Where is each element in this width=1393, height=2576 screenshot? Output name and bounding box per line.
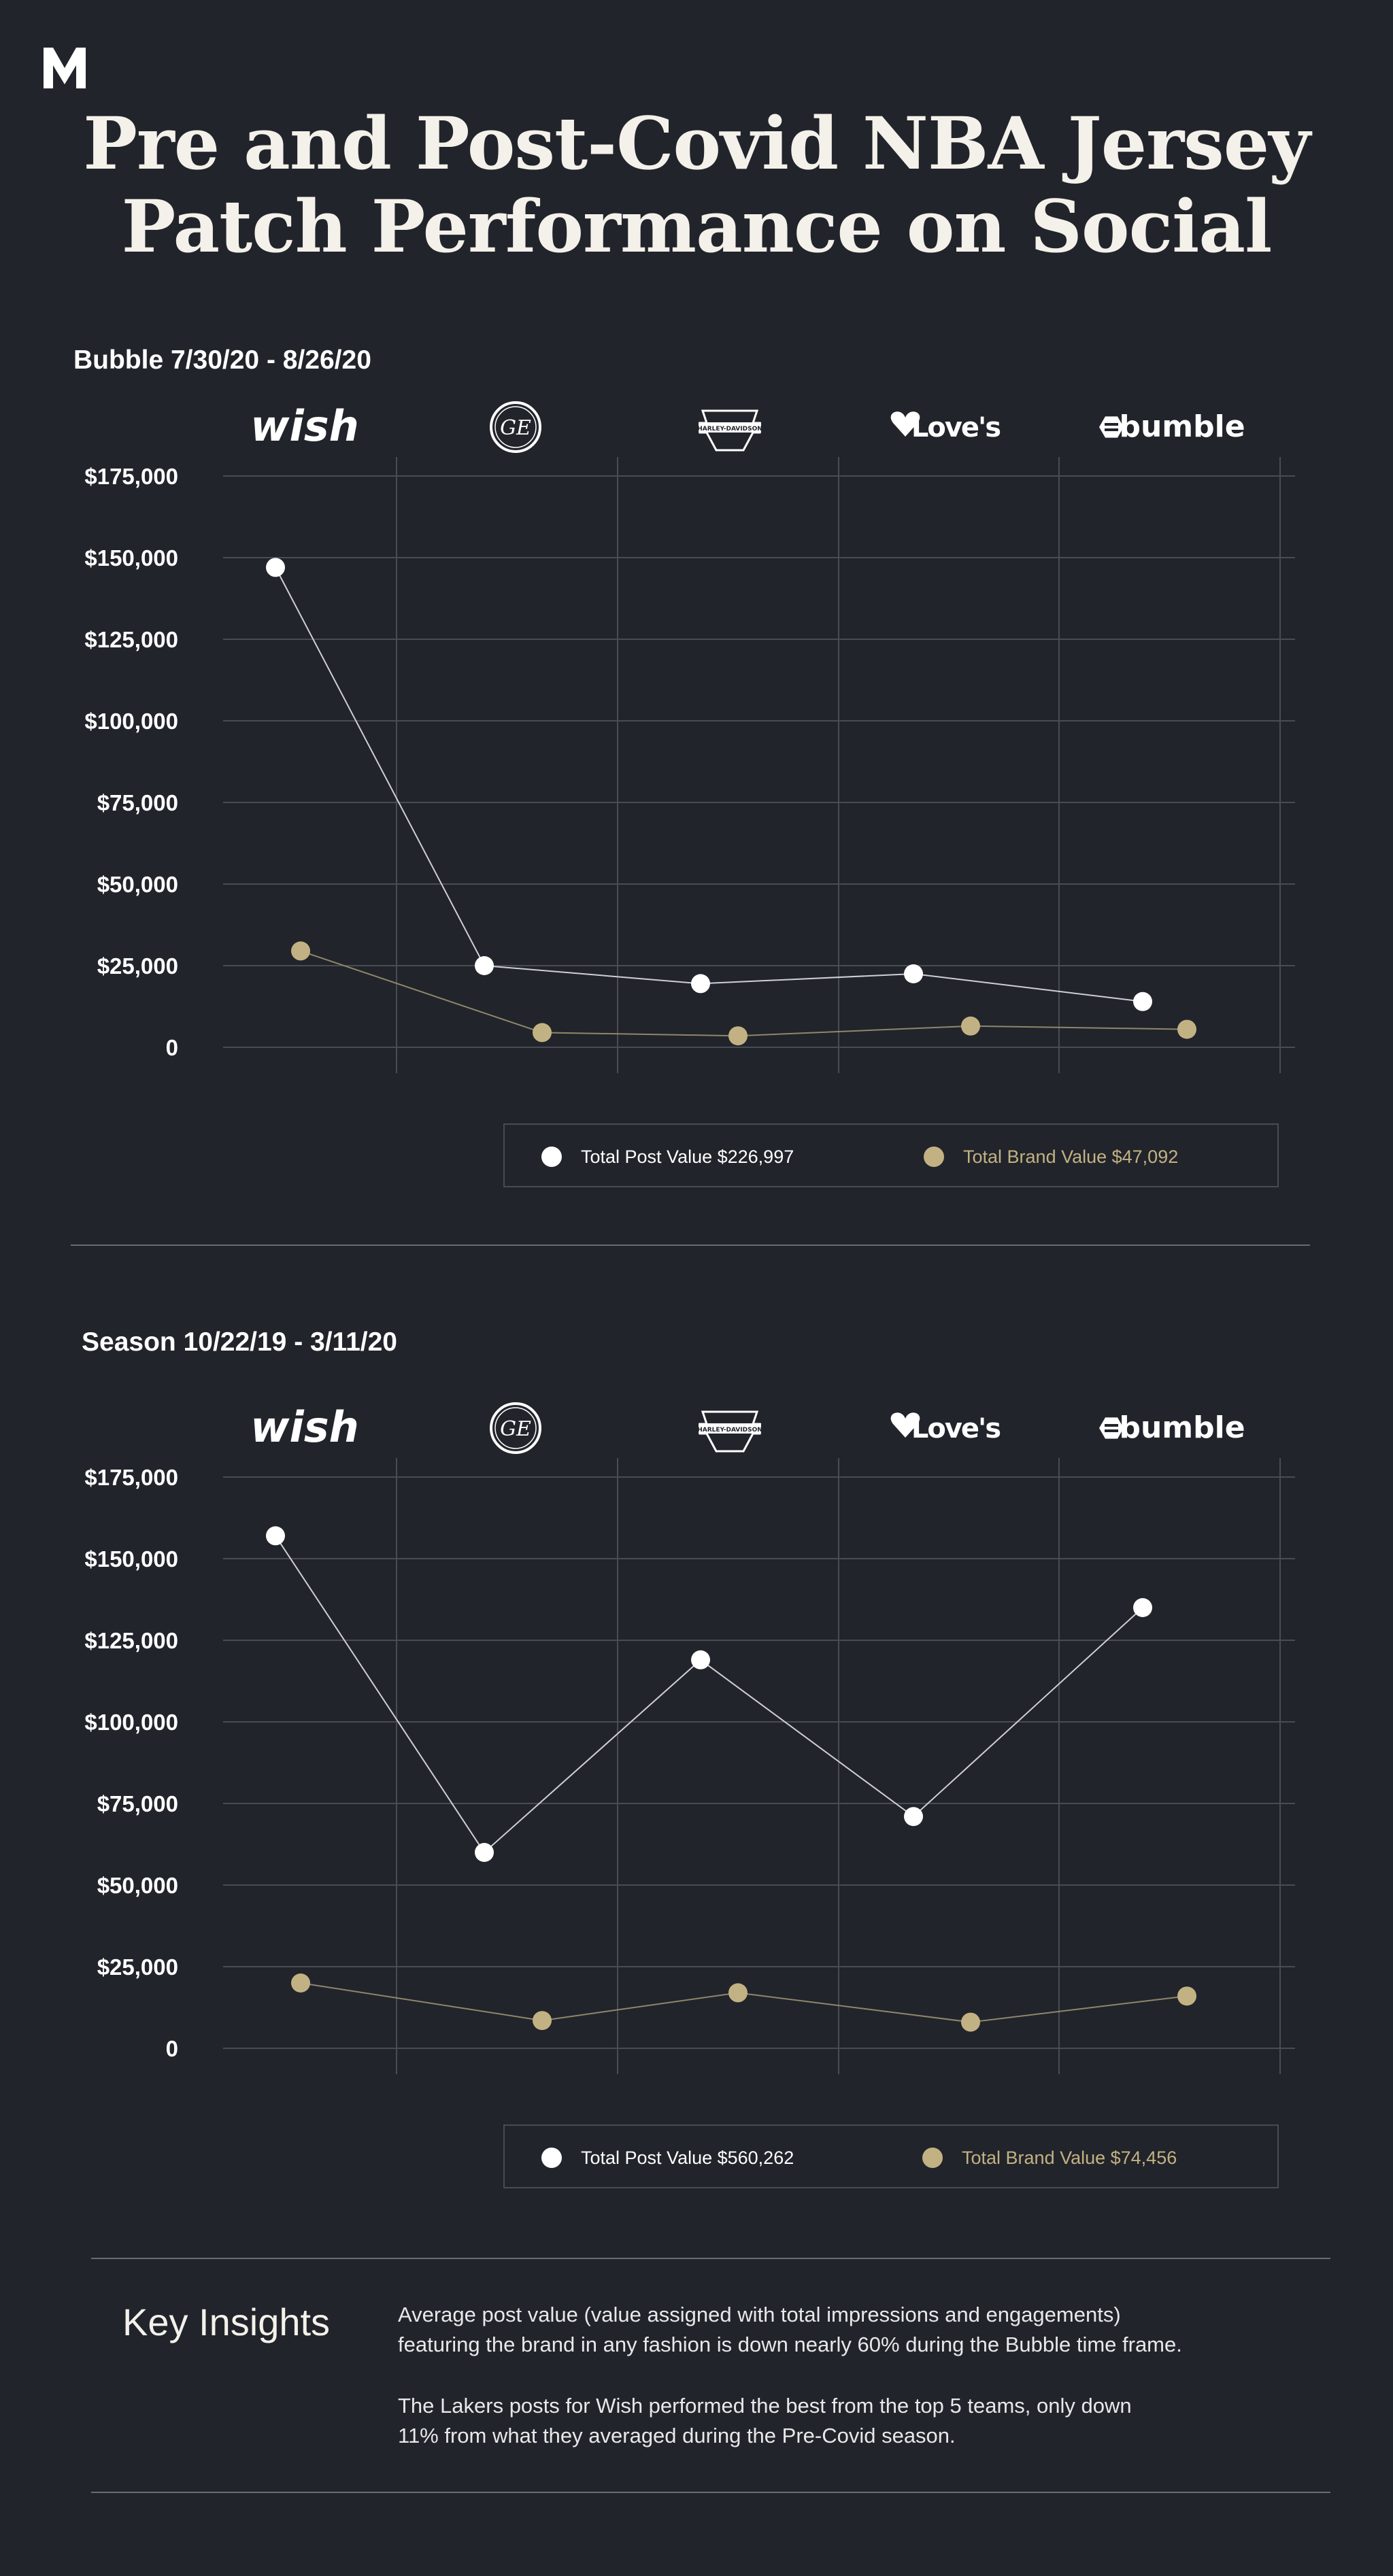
brand-value-point <box>728 1026 748 1046</box>
y-tick-label: $125,000 <box>84 627 178 652</box>
y-tick-label: 0 <box>166 2036 178 2061</box>
chart-1-legend: Total Post Value $226,997 Total Brand Va… <box>503 1123 1279 1187</box>
insights-top-divider <box>91 2258 1330 2259</box>
title-line-1: Pre and Post-Covid NBA Jersey <box>83 101 1311 186</box>
insight-2-line-2: 11% from what they averaged during the P… <box>398 2424 956 2447</box>
wish-logo-icon: wish <box>250 1402 359 1452</box>
svg-text:HARLEY-DAVIDSON: HARLEY-DAVIDSON <box>697 426 762 433</box>
insights-bottom-divider <box>91 2492 1330 2493</box>
insight-1-line-2: featuring the brand in any fashion is do… <box>398 2333 1182 2356</box>
brand-value-point <box>1177 1986 1196 2006</box>
post-value-point <box>691 1650 710 1670</box>
y-tick-label: $175,000 <box>84 1465 178 1490</box>
chart-1-title: Bubble 7/30/20 - 8/26/20 <box>73 345 371 375</box>
svg-text:HARLEY-DAVIDSON: HARLEY-DAVIDSON <box>697 1427 762 1434</box>
ge-logo-icon: GE <box>490 401 541 453</box>
insights-title: Key Insights <box>122 2301 331 2343</box>
y-tick-label: $150,000 <box>84 1546 178 1572</box>
brand-value-point <box>291 941 310 961</box>
page-title: Pre and Post-Covid NBA Jersey Patch Perf… <box>0 102 1393 268</box>
legend-brand-dot <box>922 2148 943 2168</box>
section-divider <box>71 1244 1310 1246</box>
insight-paragraph-1: Average post value (value assigned with … <box>398 2300 1282 2360</box>
legend-post-dot <box>541 2148 562 2168</box>
y-tick-label: $100,000 <box>84 1710 178 1735</box>
svg-text:GE: GE <box>500 416 531 440</box>
svg-text:Love's: Love's <box>911 1413 1000 1444</box>
insight-1-line-1: Average post value (value assigned with … <box>398 2303 1121 2326</box>
brand-value-line <box>300 950 1188 1037</box>
brand-value-point <box>533 2011 552 2031</box>
brand-value-point <box>961 1016 980 1036</box>
post-value-point <box>904 964 923 983</box>
post-value-point <box>475 956 494 975</box>
brand-value-point <box>1177 1019 1196 1039</box>
y-tick-label: 0 <box>166 1035 178 1060</box>
post-value-line <box>275 1535 1143 1854</box>
insight-2-line-1: The Lakers posts for Wish performed the … <box>398 2394 1132 2418</box>
y-tick-label: $50,000 <box>97 872 178 897</box>
svg-text:bumble: bumble <box>1119 1410 1245 1445</box>
chart-2-legend: Total Post Value $560,262 Total Brand Va… <box>503 2124 1279 2188</box>
legend-brand-label: Total Brand Value $47,092 <box>963 1146 1179 1167</box>
brand-value-point <box>291 1973 310 1993</box>
post-value-point <box>1133 1598 1152 1617</box>
y-tick-label: $125,000 <box>84 1628 178 1653</box>
svg-text:GE: GE <box>500 1417 531 1441</box>
post-value-point <box>475 1843 494 1862</box>
y-tick-label: $75,000 <box>97 1791 178 1816</box>
post-value-line <box>275 566 1143 1002</box>
bumble-logo-icon: bumble <box>1099 409 1245 444</box>
y-tick-label: $150,000 <box>84 545 178 571</box>
y-tick-label: $100,000 <box>84 709 178 734</box>
post-value-point <box>266 1526 285 1546</box>
legend-post-value: Total Post Value $226,997 <box>541 1125 794 1189</box>
chart-bubble: $175,000 $150,000 $125,000 $100,000 $75,000 $… <box>84 401 1295 1073</box>
post-value-point <box>904 1807 923 1827</box>
svg-text:Love's: Love's <box>911 412 1000 443</box>
loves-logo-icon: Love's <box>890 1412 1001 1444</box>
harley-davidson-logo-icon: HARLEY-DAVIDSON <box>697 409 762 452</box>
legend-post-label: Total Post Value $226,997 <box>581 1146 794 1167</box>
y-tick-label: $25,000 <box>97 1954 178 1980</box>
legend-brand-value: Total Brand Value $74,456 <box>922 2126 1177 2190</box>
title-line-2: Patch Performance on Social <box>121 184 1273 269</box>
bumble-logo-icon: bumble <box>1099 1410 1245 1445</box>
legend-post-label: Total Post Value $560,262 <box>581 2147 794 2168</box>
insight-paragraph-2: The Lakers posts for Wish performed the … <box>398 2391 1282 2451</box>
brand-value-point <box>533 1023 552 1043</box>
y-tick-label: $25,000 <box>97 953 178 979</box>
y-tick-label: $50,000 <box>97 1873 178 1898</box>
brand-logo <box>44 48 86 88</box>
post-value-point <box>691 974 710 994</box>
ge-logo-icon: GE <box>490 1402 541 1454</box>
brand-value-point <box>728 1983 748 2003</box>
chart-2-title: Season 10/22/19 - 3/11/20 <box>82 1327 398 1357</box>
post-value-point <box>266 558 285 577</box>
legend-brand-label: Total Brand Value $74,456 <box>962 2147 1177 2168</box>
legend-post-dot <box>541 1147 562 1167</box>
legend-post-value: Total Post Value $560,262 <box>541 2126 794 2190</box>
y-tick-label: $75,000 <box>97 790 178 815</box>
loves-logo-icon: Love's <box>890 411 1001 443</box>
y-tick-label: $175,000 <box>84 464 178 489</box>
harley-davidson-logo-icon: HARLEY-DAVIDSON <box>697 1410 762 1453</box>
legend-brand-value: Total Brand Value $47,092 <box>924 1125 1178 1189</box>
svg-text:bumble: bumble <box>1119 409 1245 444</box>
post-value-point <box>1133 992 1152 1011</box>
legend-brand-dot <box>924 1147 944 1167</box>
brand-value-point <box>961 2012 980 2032</box>
wish-logo-icon: wish <box>250 401 359 451</box>
chart-season: $175,000 $150,000 $125,000 $100,000 $75,000 $… <box>84 1402 1295 2074</box>
